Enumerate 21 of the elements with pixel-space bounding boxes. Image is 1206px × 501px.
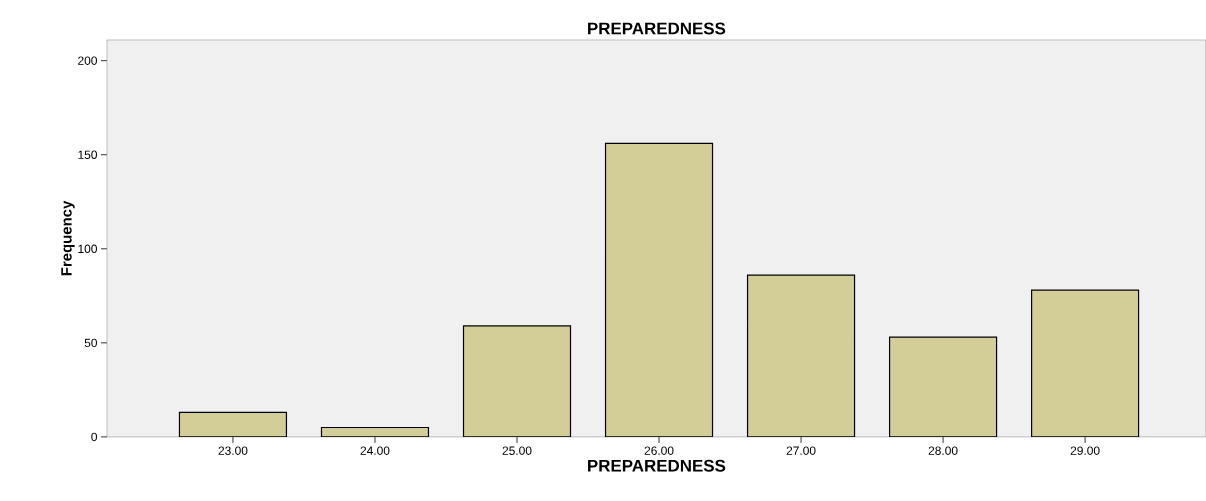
y-tick-label: 100 xyxy=(78,244,97,254)
x-tick-label: 29.00 xyxy=(1070,446,1100,455)
bar xyxy=(888,336,998,437)
y-tick-label: 0 xyxy=(91,432,97,442)
x-tick-label: 24.00 xyxy=(360,446,390,455)
y-tick-label: 50 xyxy=(84,338,97,348)
bar xyxy=(746,274,856,437)
x-axis-title: PREPAREDNESS xyxy=(588,459,726,472)
bar xyxy=(463,325,571,437)
y-tick-label: 150 xyxy=(78,150,97,159)
bar xyxy=(1031,289,1140,437)
x-tick-label: 27.00 xyxy=(786,446,816,455)
chart-title: PREPAREDNESS xyxy=(588,22,726,35)
x-tick-label: 25.00 xyxy=(502,446,532,455)
y-axis-title: Frequency xyxy=(61,200,75,276)
bar xyxy=(604,142,714,437)
x-tick-label: 26.00 xyxy=(644,446,674,455)
x-tick-label: 23.00 xyxy=(218,446,248,455)
bar xyxy=(178,411,288,437)
x-tick-label: 28.00 xyxy=(928,446,958,455)
y-tick-label: 200 xyxy=(78,56,97,65)
